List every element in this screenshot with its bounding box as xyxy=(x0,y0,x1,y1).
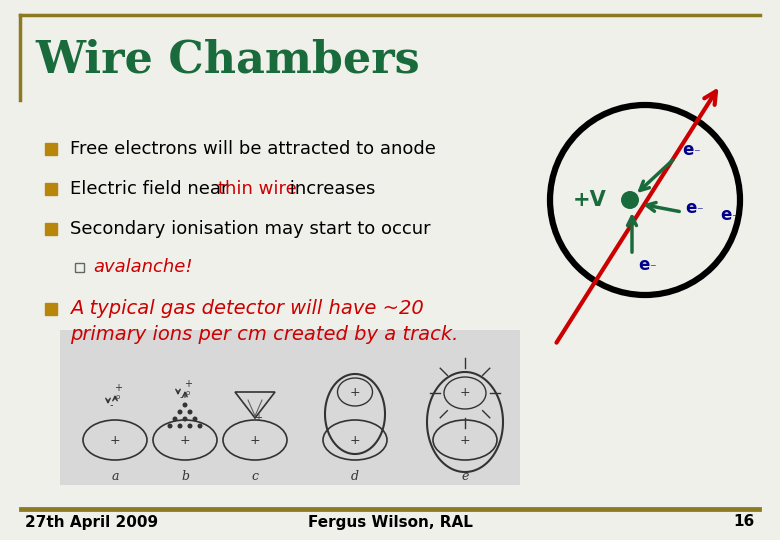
Text: -: - xyxy=(109,400,113,410)
Text: +: + xyxy=(179,434,190,447)
Circle shape xyxy=(178,409,183,415)
Text: a: a xyxy=(112,470,119,483)
Text: o: o xyxy=(186,390,190,396)
Text: Secondary ionisation may start to occur: Secondary ionisation may start to occur xyxy=(70,220,431,238)
Text: +: + xyxy=(349,434,360,447)
Text: e: e xyxy=(638,256,650,274)
Bar xyxy=(45,143,57,155)
Bar xyxy=(60,330,520,485)
Text: +: + xyxy=(114,383,122,393)
Text: -: - xyxy=(179,392,183,402)
Circle shape xyxy=(621,191,639,209)
Text: b: b xyxy=(181,470,189,483)
Text: +V: +V xyxy=(573,190,607,210)
Text: Electric field near: Electric field near xyxy=(70,180,234,198)
Bar xyxy=(75,263,84,272)
Text: o: o xyxy=(116,394,120,400)
Text: +: + xyxy=(184,379,192,389)
Text: +: + xyxy=(349,386,360,399)
Text: Free electrons will be attracted to anode: Free electrons will be attracted to anod… xyxy=(70,140,436,158)
Text: d: d xyxy=(351,470,359,483)
Text: ⁻: ⁻ xyxy=(649,262,656,275)
Circle shape xyxy=(193,416,197,422)
Text: Wire Chambers: Wire Chambers xyxy=(35,38,420,82)
Text: 16: 16 xyxy=(734,515,755,530)
Circle shape xyxy=(178,423,183,429)
Text: e: e xyxy=(682,141,693,159)
Bar xyxy=(45,223,57,235)
Text: primary ions per cm created by a track.: primary ions per cm created by a track. xyxy=(70,325,459,343)
Text: e: e xyxy=(461,470,469,483)
Bar xyxy=(45,303,57,315)
Text: A typical gas detector will have ~20: A typical gas detector will have ~20 xyxy=(70,300,424,319)
Text: ⁻: ⁻ xyxy=(696,206,703,219)
Text: thin wire: thin wire xyxy=(218,180,296,198)
Text: +: + xyxy=(459,434,470,447)
Text: avalanche!: avalanche! xyxy=(93,258,193,276)
Circle shape xyxy=(187,409,193,415)
Circle shape xyxy=(183,402,187,408)
Text: 27th April 2009: 27th April 2009 xyxy=(25,515,158,530)
Text: Fergus Wilson, RAL: Fergus Wilson, RAL xyxy=(307,515,473,530)
Text: ⁻: ⁻ xyxy=(693,147,700,160)
Circle shape xyxy=(172,416,178,422)
Text: +: + xyxy=(250,434,261,447)
Circle shape xyxy=(197,423,203,429)
Circle shape xyxy=(183,416,187,422)
Text: e: e xyxy=(685,199,697,217)
Text: +: + xyxy=(254,413,262,423)
Text: c: c xyxy=(251,470,258,483)
Text: +: + xyxy=(110,434,120,447)
Text: ⁻: ⁻ xyxy=(731,213,738,226)
Circle shape xyxy=(187,423,193,429)
Text: increases: increases xyxy=(284,180,375,198)
Circle shape xyxy=(168,423,172,429)
Text: e: e xyxy=(720,206,732,224)
Bar xyxy=(45,183,57,195)
Text: +: + xyxy=(459,387,470,400)
